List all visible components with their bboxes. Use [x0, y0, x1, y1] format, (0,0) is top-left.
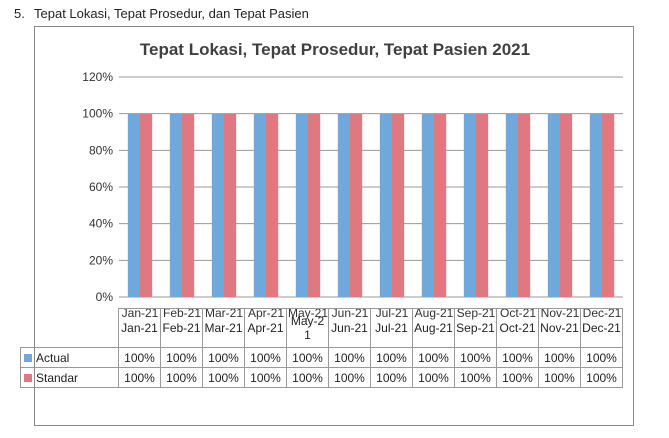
- bar-actual: [421, 113, 434, 298]
- table-value-cell: 100%: [454, 347, 497, 368]
- table-value-cell: 100%: [538, 367, 581, 388]
- bar-actual: [589, 113, 602, 298]
- bar-standar: [350, 113, 363, 298]
- data-table: Jan-21 Feb-21 Mar-21 Apr-21 May-2 1 Jun-21 Jul…: [20, 308, 623, 388]
- table-value-cell: 100%: [538, 347, 581, 368]
- bar-standar: [266, 113, 279, 298]
- bar-standar: [392, 113, 405, 298]
- data-table-header: Jan-21 Feb-21 Mar-21 Apr-21 May-2 1 Jun-21 Jul…: [20, 308, 623, 348]
- data-table-row-standar: Standar 100% 100% 100% 100% 100% 100% 100% 100%…: [20, 367, 623, 388]
- table-value-cell: 100%: [496, 347, 539, 368]
- data-table-corner: [20, 308, 119, 348]
- table-header-cell: Apr-21: [244, 308, 287, 348]
- bar-standar: [308, 113, 321, 298]
- table-value-cell: 100%: [286, 367, 329, 388]
- y-axis-ticks: 0% 20% 40% 60% 80% 100% 120%: [82, 70, 113, 304]
- bar-standar: [224, 113, 237, 298]
- bar-actual: [463, 113, 476, 298]
- series-name-actual: Actual: [36, 350, 70, 365]
- table-value-cell: 100%: [202, 347, 245, 368]
- bar-standar: [434, 113, 447, 298]
- table-value-cell: 100%: [118, 347, 161, 368]
- table-header-cell: May-2 1: [286, 308, 329, 348]
- bar-standar: [182, 113, 195, 298]
- table-header-cell: Mar-21: [202, 308, 245, 348]
- chart-title: Tepat Lokasi, Tepat Prosedur, Tepat Pasi…: [140, 40, 530, 59]
- table-header-cell: Jul-21: [370, 308, 413, 348]
- bar-actual: [505, 113, 518, 298]
- bar-standar: [518, 113, 531, 298]
- table-value-cell: 100%: [454, 367, 497, 388]
- y-tick-label: 120%: [82, 70, 113, 84]
- bar-actual: [379, 113, 392, 298]
- table-value-cell: 100%: [580, 347, 623, 368]
- bar-standar: [560, 113, 573, 298]
- table-value-cell: 100%: [160, 367, 203, 388]
- table-value-cell: 100%: [412, 347, 455, 368]
- data-table-row-actual: Actual 100% 100% 100% 100% 100% 100% 100% 100% 1…: [20, 347, 623, 368]
- bar-standar: [476, 113, 489, 298]
- bar-actual: [169, 113, 182, 298]
- table-header-cell: Jan-21: [118, 308, 161, 348]
- bar-actual: [253, 113, 266, 298]
- table-value-cell: 100%: [580, 367, 623, 388]
- bars: [127, 113, 615, 298]
- bar-standar: [140, 113, 153, 298]
- y-tick-label: 40%: [89, 217, 113, 231]
- table-header-cell: Jun-21: [328, 308, 371, 348]
- bar-actual: [337, 113, 350, 298]
- bar-standar: [602, 113, 615, 298]
- table-value-cell: 100%: [496, 367, 539, 388]
- table-value-cell: 100%: [328, 367, 371, 388]
- y-tick-label: 60%: [89, 180, 113, 194]
- table-header-cell: Sep-21: [454, 308, 497, 348]
- table-header-cell: Aug-21: [412, 308, 455, 348]
- bar-actual: [547, 113, 560, 298]
- table-header-cell: Oct-21: [496, 308, 539, 348]
- section-heading: 5. Tepat Lokasi, Tepat Prosedur, dan Tepa…: [14, 6, 309, 21]
- y-tick-label: 0%: [96, 290, 114, 304]
- table-value-cell: 100%: [118, 367, 161, 388]
- section-title: Tepat Lokasi, Tepat Prosedur, dan Tepat …: [34, 6, 309, 21]
- gridlines: [119, 76, 623, 298]
- table-value-cell: 100%: [244, 367, 287, 388]
- y-tick-label: 20%: [89, 253, 113, 267]
- y-tick-label: 80%: [89, 143, 113, 157]
- section-number: 5.: [14, 6, 25, 21]
- table-value-cell: 100%: [328, 347, 371, 368]
- legend-swatch-standar: [24, 374, 32, 383]
- y-tick-label: 100%: [82, 107, 113, 121]
- table-value-cell: 100%: [160, 347, 203, 368]
- series-name-standar: Standar: [36, 370, 79, 385]
- table-header-cell: Feb-21: [160, 308, 203, 348]
- bar-actual: [295, 113, 308, 298]
- table-value-cell: 100%: [244, 347, 287, 368]
- table-value-cell: 100%: [202, 367, 245, 388]
- table-value-cell: 100%: [286, 347, 329, 368]
- series-label-actual: Actual: [20, 347, 119, 368]
- table-value-cell: 100%: [412, 367, 455, 388]
- legend-swatch-actual: [24, 354, 32, 363]
- table-header-cell: Nov-21: [538, 308, 581, 348]
- bar-actual: [127, 113, 140, 298]
- bar-actual: [211, 113, 224, 298]
- table-value-cell: 100%: [370, 347, 413, 368]
- table-header-cell: Dec-21: [580, 308, 623, 348]
- series-label-standar: Standar: [20, 367, 119, 388]
- table-value-cell: 100%: [370, 367, 413, 388]
